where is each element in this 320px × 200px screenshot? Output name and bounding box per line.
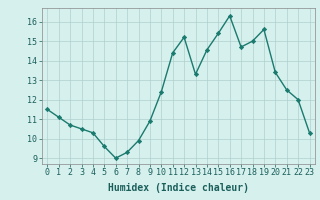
X-axis label: Humidex (Indice chaleur): Humidex (Indice chaleur) <box>108 183 249 193</box>
